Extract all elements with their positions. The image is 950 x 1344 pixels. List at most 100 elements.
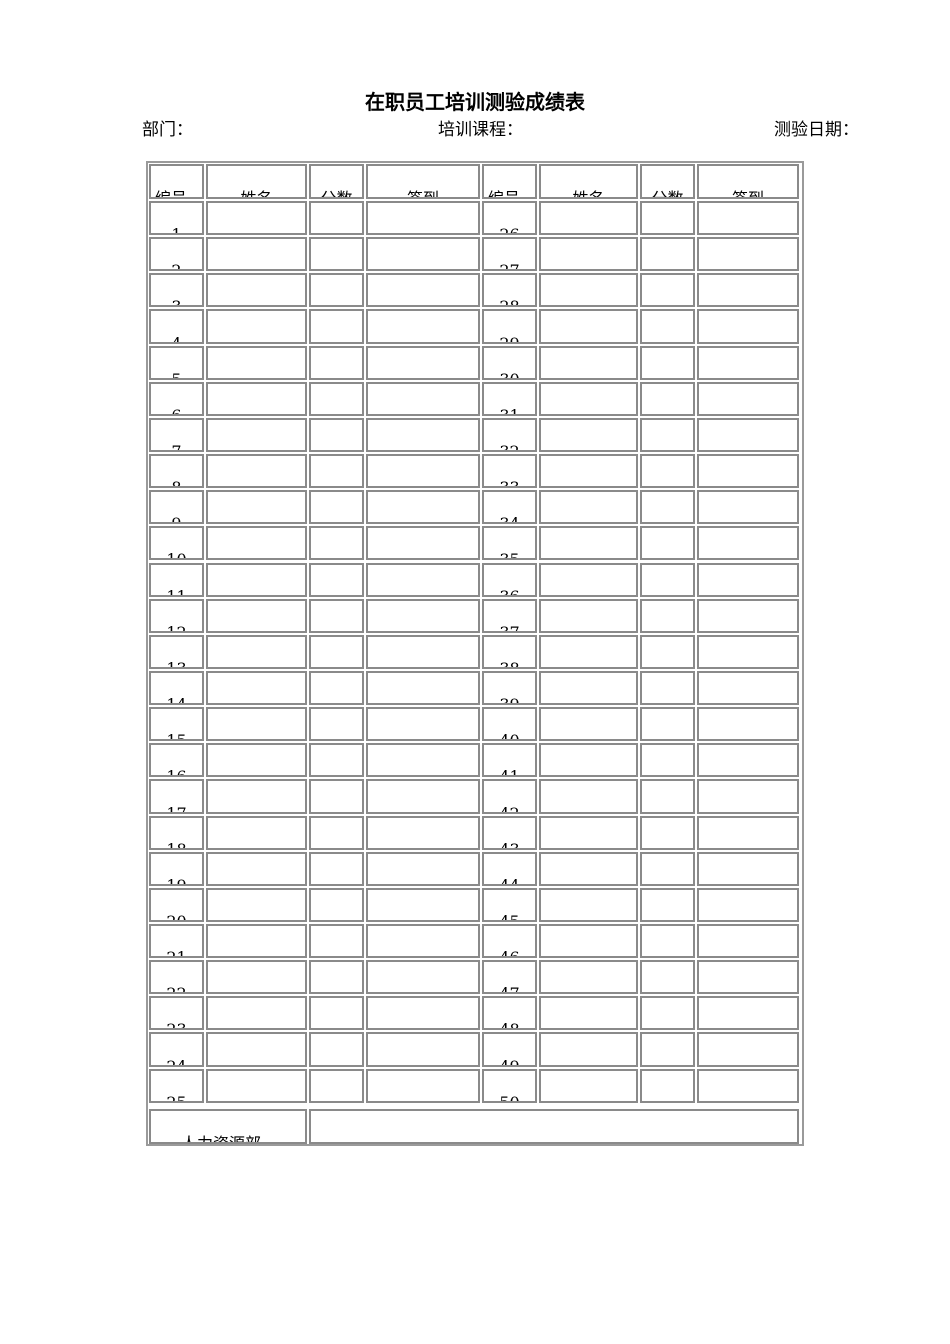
header-cell: 姓名	[539, 164, 638, 199]
empty-cell	[366, 598, 480, 633]
empty-cell	[640, 1032, 695, 1067]
empty-cell	[309, 960, 364, 995]
cell-text: 34	[499, 514, 520, 525]
empty-cell	[206, 598, 307, 633]
empty-cell	[640, 417, 695, 453]
empty-cell	[539, 779, 638, 814]
empty-cell	[697, 887, 799, 922]
empty-cell	[366, 1032, 480, 1067]
number-cell: 2	[149, 237, 204, 272]
empty-cell	[366, 454, 480, 489]
number-cell: 30	[482, 345, 537, 380]
number-cell: 24	[149, 1032, 204, 1067]
empty-cell	[539, 851, 638, 886]
empty-cell	[697, 309, 799, 344]
empty-cell	[640, 201, 695, 236]
empty-cell	[640, 924, 695, 959]
number-cell: 13	[149, 634, 204, 669]
cell-text: 4	[171, 333, 182, 344]
empty-cell	[309, 526, 364, 561]
cell-text: 31	[499, 405, 520, 416]
cell-text: 签到	[731, 189, 764, 199]
empty-cell	[539, 381, 638, 416]
empty-cell	[366, 526, 480, 561]
empty-cell	[697, 924, 799, 959]
number-cell: 50	[482, 1068, 537, 1103]
cell-text: 41	[499, 767, 520, 778]
number-cell: 41	[482, 743, 537, 778]
cell-text: 49	[499, 1056, 520, 1067]
empty-cell	[539, 345, 638, 380]
empty-cell	[697, 381, 799, 416]
number-cell: 29	[482, 309, 537, 344]
empty-cell	[366, 779, 480, 814]
empty-cell	[309, 743, 364, 778]
empty-cell	[309, 490, 364, 525]
empty-cell	[640, 779, 695, 814]
header-cell: 签到	[366, 164, 480, 199]
cell-text: 38	[499, 658, 520, 669]
cell-text: 7	[171, 442, 182, 453]
number-cell: 43	[482, 815, 537, 850]
empty-cell	[697, 815, 799, 850]
empty-cell	[539, 996, 638, 1031]
empty-cell	[309, 887, 364, 922]
empty-cell	[206, 309, 307, 344]
number-cell: 46	[482, 924, 537, 959]
empty-cell	[206, 743, 307, 778]
empty-cell	[640, 707, 695, 742]
empty-cell	[539, 670, 638, 706]
empty-cell	[539, 707, 638, 742]
empty-cell	[309, 454, 364, 489]
empty-cell	[309, 634, 364, 669]
cell-text: 2	[171, 261, 182, 272]
cell-text: 编号	[155, 189, 188, 199]
empty-cell	[206, 237, 307, 272]
cell-text: 17	[166, 803, 187, 814]
cell-text: 30	[499, 369, 520, 380]
empty-cell	[366, 815, 480, 850]
date-label: 测验日期：	[774, 120, 859, 140]
cell-text: 20	[166, 911, 187, 922]
cell-text: 姓名	[240, 189, 273, 199]
empty-cell	[697, 670, 799, 706]
department-label: 部门：	[142, 120, 193, 140]
number-cell: 35	[482, 526, 537, 561]
number-cell: 19	[149, 851, 204, 886]
empty-cell	[309, 598, 364, 633]
empty-cell	[640, 598, 695, 633]
empty-cell	[309, 1068, 364, 1103]
cell-text: 23	[166, 1020, 187, 1031]
empty-cell	[366, 381, 480, 416]
empty-cell	[539, 1032, 638, 1067]
empty-cell	[640, 887, 695, 922]
empty-cell	[697, 417, 799, 453]
cell-text: 48	[499, 1020, 520, 1031]
empty-cell	[640, 634, 695, 669]
cell-text: 9	[171, 514, 182, 525]
empty-cell	[697, 1032, 799, 1067]
empty-cell	[640, 309, 695, 344]
empty-cell	[206, 887, 307, 922]
number-cell: 44	[482, 851, 537, 886]
empty-cell	[640, 237, 695, 272]
number-cell: 34	[482, 490, 537, 525]
empty-cell	[206, 562, 307, 597]
empty-cell	[697, 1068, 799, 1103]
cell-text: 分数	[320, 189, 353, 199]
empty-cell	[206, 851, 307, 886]
footer-empty-cell	[309, 1108, 799, 1144]
cell-text: 签到	[406, 189, 439, 199]
number-cell: 16	[149, 743, 204, 778]
cell-text: 18	[166, 839, 187, 850]
empty-cell	[206, 490, 307, 525]
empty-cell	[539, 634, 638, 669]
table-frame	[146, 161, 804, 1146]
empty-cell	[366, 309, 480, 344]
empty-cell	[206, 670, 307, 706]
cell-text: 6	[171, 405, 182, 416]
cell-text: 50	[499, 1092, 520, 1103]
empty-cell	[366, 634, 480, 669]
empty-cell	[206, 960, 307, 995]
